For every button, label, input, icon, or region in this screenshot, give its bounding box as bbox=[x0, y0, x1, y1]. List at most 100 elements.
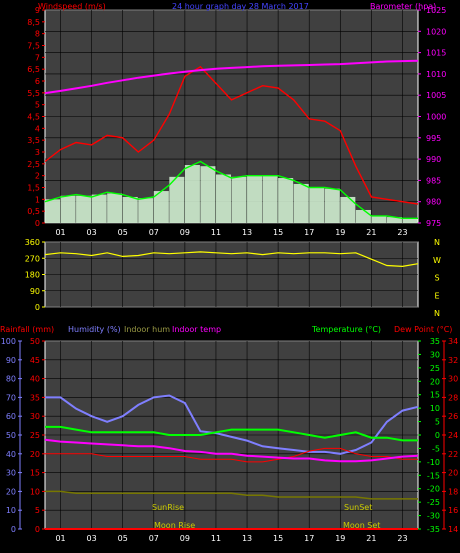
rain-tick-label: 5 bbox=[35, 506, 40, 515]
barometer-tick-label: 975 bbox=[426, 219, 441, 228]
rain-tick-label: 45 bbox=[30, 356, 40, 365]
compass-label: E bbox=[434, 291, 439, 300]
indoor-temp-tick-label: 24 bbox=[448, 431, 458, 440]
wind-speed-bar bbox=[200, 166, 216, 223]
indoor-temp-tick-label: 16 bbox=[448, 506, 458, 515]
indoor-temp-tick-label: 26 bbox=[448, 412, 458, 421]
wind-speed-bar bbox=[309, 187, 325, 223]
barometer-line bbox=[44, 59, 419, 95]
rain-tick-label: 30 bbox=[30, 412, 40, 421]
temperature-tick-label: -25 bbox=[427, 498, 440, 507]
wind-x-tick-label: 05 bbox=[118, 228, 128, 237]
indoor-temp-line bbox=[44, 438, 419, 463]
wind-speed-bar bbox=[340, 196, 356, 223]
temperature-tick-label: -35 bbox=[427, 525, 440, 534]
temperature-tick-label: 35 bbox=[430, 337, 440, 346]
temperature-x-tick-label: 23 bbox=[397, 534, 407, 543]
wind-speed-bar bbox=[262, 175, 278, 223]
temperature-axis-title: Temperature (°C) bbox=[311, 325, 381, 334]
direction-y-tick-label: 360 bbox=[25, 238, 40, 247]
wind-speed-bar bbox=[76, 195, 92, 223]
compass-label: W bbox=[433, 256, 441, 265]
temperature-tick-label: 30 bbox=[430, 350, 440, 359]
dew-point-axis-title: Dew Point (°C) bbox=[394, 325, 452, 334]
rain-tick-label: 10 bbox=[30, 487, 40, 496]
temperature-x-tick-label: 11 bbox=[211, 534, 221, 543]
wind-x-tick-label: 09 bbox=[180, 228, 190, 237]
indoor-temp-tick-label: 20 bbox=[448, 469, 458, 478]
humidity-tick-label: 90 bbox=[6, 356, 16, 365]
wind-y-tick-label: 4 bbox=[35, 124, 40, 133]
wind-speed-bar bbox=[169, 176, 185, 223]
temperature-tick-label: 15 bbox=[430, 391, 440, 400]
wind-x-tick-label: 17 bbox=[304, 228, 314, 237]
wind-x-tick-label: 03 bbox=[87, 228, 97, 237]
wind-x-tick-label: 15 bbox=[273, 228, 283, 237]
indoor-temp-tick-label: 14 bbox=[448, 525, 458, 534]
wind-speed-bar bbox=[45, 199, 61, 223]
windspeed-axis-title: Windspeed (m/s) bbox=[38, 2, 106, 11]
wind-y-tick-label: 6 bbox=[35, 77, 40, 86]
rain-tick-label: 35 bbox=[30, 393, 40, 402]
temperature-tick-label: -20 bbox=[427, 485, 440, 494]
indoor-humidity-line bbox=[45, 490, 418, 500]
temperature-tick-label: -10 bbox=[427, 458, 440, 467]
wind-direction-line bbox=[44, 251, 419, 268]
wind-speed-bar bbox=[247, 175, 263, 223]
temperature-tick-label: 5 bbox=[435, 418, 440, 427]
rain-tick-label: 25 bbox=[30, 431, 40, 440]
temperature-x-tick-label: 13 bbox=[242, 534, 252, 543]
rain-tick-label: 40 bbox=[30, 375, 40, 384]
moonset-label: Moon Set bbox=[343, 521, 380, 530]
humidity-tick-label: 80 bbox=[6, 375, 16, 384]
humidity-tick-label: 100 bbox=[1, 337, 16, 346]
wind-x-tick-label: 19 bbox=[335, 228, 345, 237]
wind-y-tick-label: 8,5 bbox=[27, 18, 40, 27]
wind-speed-bar bbox=[371, 215, 387, 223]
humidity-tick-label: 10 bbox=[6, 506, 16, 515]
temperature-x-tick-label: 19 bbox=[335, 534, 345, 543]
temperature-tick-label: -30 bbox=[427, 512, 440, 521]
humidity-tick-label: 30 bbox=[6, 469, 16, 478]
temperature-x-tick-label: 01 bbox=[55, 534, 65, 543]
wind-y-tick-label: 7,5 bbox=[27, 42, 40, 51]
wind-y-tick-label: 2 bbox=[35, 172, 40, 181]
direction-y-tick-label: 0 bbox=[35, 303, 40, 312]
compass-label: S bbox=[434, 274, 439, 283]
temperature-x-tick-label: 15 bbox=[273, 534, 283, 543]
indoor-temp-tick-label: 18 bbox=[448, 487, 458, 496]
direction-y-tick-label: 180 bbox=[25, 271, 40, 280]
direction-y-tick-label: 270 bbox=[25, 254, 40, 263]
wind-speed-bar bbox=[386, 217, 402, 223]
wind-y-tick-label: 3 bbox=[35, 148, 40, 157]
wind-x-tick-label: 13 bbox=[242, 228, 252, 237]
wind-x-tick-label: 11 bbox=[211, 228, 221, 237]
wind-y-tick-label: 7 bbox=[35, 53, 40, 62]
wind-y-tick-label: 4,5 bbox=[27, 113, 40, 122]
wind-average-line bbox=[44, 160, 418, 219]
temperature-tick-label: 20 bbox=[430, 377, 440, 386]
wind-x-tick-label: 23 bbox=[397, 228, 407, 237]
compass-label: N bbox=[434, 309, 440, 318]
humidity-tick-label: 20 bbox=[6, 487, 16, 496]
wind-y-tick-label: 0,5 bbox=[27, 207, 40, 216]
barometer-tick-label: 985 bbox=[426, 176, 441, 185]
barometer-tick-label: 980 bbox=[426, 198, 441, 207]
barometer-tick-label: 1005 bbox=[426, 91, 446, 100]
wind-speed-bar bbox=[91, 194, 107, 223]
temperature-tick-label: -5 bbox=[432, 444, 440, 453]
wind-y-tick-label: 2,5 bbox=[27, 160, 40, 169]
temperature-tick-label: 0 bbox=[435, 431, 440, 440]
barometer-tick-label: 1015 bbox=[426, 49, 446, 58]
wind-speed-bar bbox=[60, 195, 76, 223]
humidity-tick-label: 0 bbox=[11, 525, 16, 534]
wind-speed-bar bbox=[278, 178, 294, 223]
dew-point-line bbox=[45, 447, 418, 463]
barometer-tick-label: 1010 bbox=[426, 70, 446, 79]
graph-date-title: 24 hour graph day 28 March 2017 bbox=[172, 2, 309, 11]
temperature-x-tick-label: 05 bbox=[118, 534, 128, 543]
rain-tick-label: 20 bbox=[30, 450, 40, 459]
humidity-axis-title: Humidity (%) bbox=[68, 325, 121, 334]
